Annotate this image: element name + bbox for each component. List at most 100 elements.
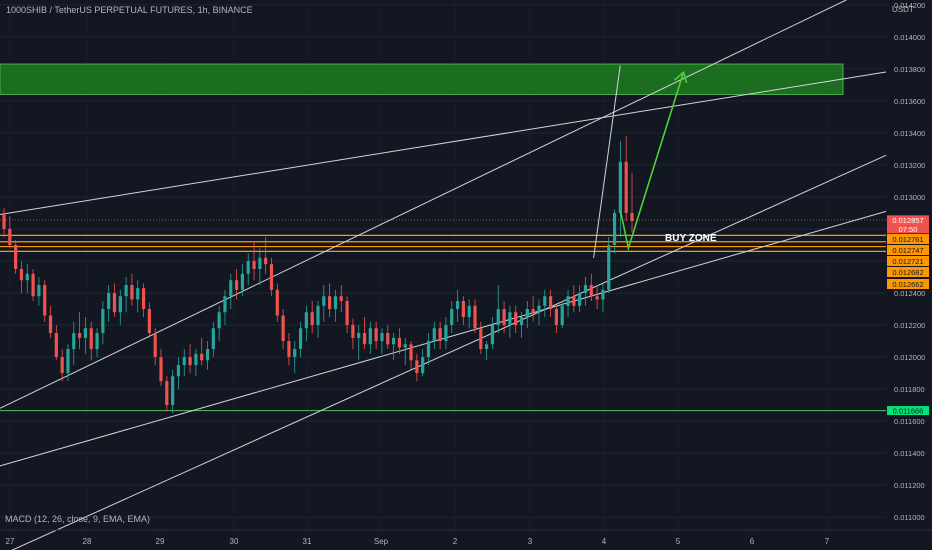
candle[interactable]: [438, 321, 442, 350]
candle[interactable]: [60, 349, 64, 382]
candle[interactable]: [54, 325, 58, 361]
candle[interactable]: [188, 344, 192, 374]
candle[interactable]: [618, 140, 622, 237]
candle[interactable]: [572, 285, 576, 313]
candle[interactable]: [310, 301, 314, 334]
candle[interactable]: [269, 257, 274, 297]
candle[interactable]: [566, 289, 570, 318]
candle[interactable]: [130, 273, 134, 306]
candle[interactable]: [89, 321, 93, 361]
buy-zone-tag[interactable]: 0.012747: [887, 245, 929, 255]
candle[interactable]: [403, 337, 407, 366]
candle[interactable]: [141, 283, 146, 318]
candle[interactable]: [205, 341, 210, 370]
candle[interactable]: [217, 305, 221, 342]
candle[interactable]: [397, 328, 402, 354]
candle[interactable]: [72, 321, 76, 366]
candle[interactable]: [153, 328, 157, 366]
target-zone[interactable]: [0, 63, 844, 95]
candle[interactable]: [304, 305, 308, 342]
candle[interactable]: [223, 289, 227, 326]
candle[interactable]: [136, 280, 140, 313]
candle[interactable]: [421, 349, 425, 377]
candle[interactable]: [171, 369, 175, 414]
candle[interactable]: [159, 349, 163, 386]
candle[interactable]: [287, 333, 291, 366]
candle[interactable]: [339, 285, 343, 313]
buy-zone-tag[interactable]: 0.012761: [887, 234, 929, 244]
candle[interactable]: [595, 285, 599, 310]
candle[interactable]: [252, 241, 256, 281]
candle[interactable]: [368, 321, 372, 354]
candle[interactable]: [234, 269, 239, 300]
candle[interactable]: [8, 216, 12, 249]
candle[interactable]: [328, 283, 332, 318]
candle[interactable]: [298, 321, 303, 358]
candles[interactable]: [2, 136, 634, 414]
candle[interactable]: [83, 317, 88, 354]
candle[interactable]: [589, 273, 593, 302]
candle[interactable]: [531, 296, 535, 322]
candle[interactable]: [630, 172, 634, 233]
projection-arrow[interactable]: [619, 71, 685, 252]
candle[interactable]: [560, 301, 564, 329]
candle[interactable]: [543, 289, 547, 318]
trendline[interactable]: [0, 154, 887, 550]
candle[interactable]: [293, 341, 297, 374]
candle[interactable]: [66, 344, 70, 382]
candle[interactable]: [345, 296, 349, 334]
candle[interactable]: [467, 299, 471, 329]
candle[interactable]: [514, 305, 518, 334]
trendline[interactable]: [0, 0, 886, 409]
candle[interactable]: [479, 321, 483, 354]
candle[interactable]: [450, 301, 454, 334]
candle[interactable]: [583, 277, 588, 306]
candle[interactable]: [43, 280, 47, 322]
candle[interactable]: [258, 248, 262, 286]
candle[interactable]: [118, 289, 122, 326]
candle[interactable]: [14, 240, 18, 274]
candle[interactable]: [101, 301, 105, 345]
candle[interactable]: [200, 337, 204, 366]
candle[interactable]: [246, 252, 250, 286]
indicator-label[interactable]: MACD (12, 26, close, 9, EMA, EMA): [5, 514, 150, 524]
candle[interactable]: [182, 349, 186, 377]
candle[interactable]: [77, 312, 82, 350]
trendline[interactable]: [0, 71, 887, 216]
candle[interactable]: [554, 305, 559, 334]
candle[interactable]: [490, 317, 495, 350]
candle[interactable]: [275, 283, 279, 322]
candle[interactable]: [502, 301, 506, 334]
candle[interactable]: [432, 321, 436, 350]
candle[interactable]: [211, 321, 215, 358]
buy-zone-tag[interactable]: 0.012682: [887, 267, 929, 277]
candle[interactable]: [25, 264, 29, 294]
candle[interactable]: [473, 299, 477, 334]
candle[interactable]: [415, 353, 419, 382]
candle[interactable]: [391, 333, 396, 361]
candle[interactable]: [48, 305, 53, 338]
candle[interactable]: [362, 317, 367, 350]
candle[interactable]: [380, 328, 384, 354]
candle[interactable]: [112, 283, 117, 318]
candle[interactable]: [229, 273, 233, 310]
candle[interactable]: [374, 321, 378, 350]
candle[interactable]: [264, 236, 268, 274]
trendline[interactable]: [593, 65, 621, 258]
candle[interactable]: [525, 301, 529, 329]
support-tag[interactable]: 0.011666: [887, 406, 929, 416]
candle[interactable]: [357, 325, 361, 361]
candle[interactable]: [147, 302, 151, 338]
candle[interactable]: [351, 318, 355, 350]
candle[interactable]: [607, 236, 611, 294]
candle[interactable]: [455, 289, 460, 322]
candle[interactable]: [37, 277, 41, 306]
candle[interactable]: [316, 301, 320, 338]
price-axis[interactable]: 0.011000 0.011200 0.011400 0.011600 0.011800…: [887, 1, 929, 522]
candle[interactable]: [194, 349, 198, 377]
candle[interactable]: [281, 309, 285, 350]
candle[interactable]: [386, 325, 390, 350]
candle[interactable]: [322, 285, 326, 322]
candle[interactable]: [624, 136, 628, 221]
